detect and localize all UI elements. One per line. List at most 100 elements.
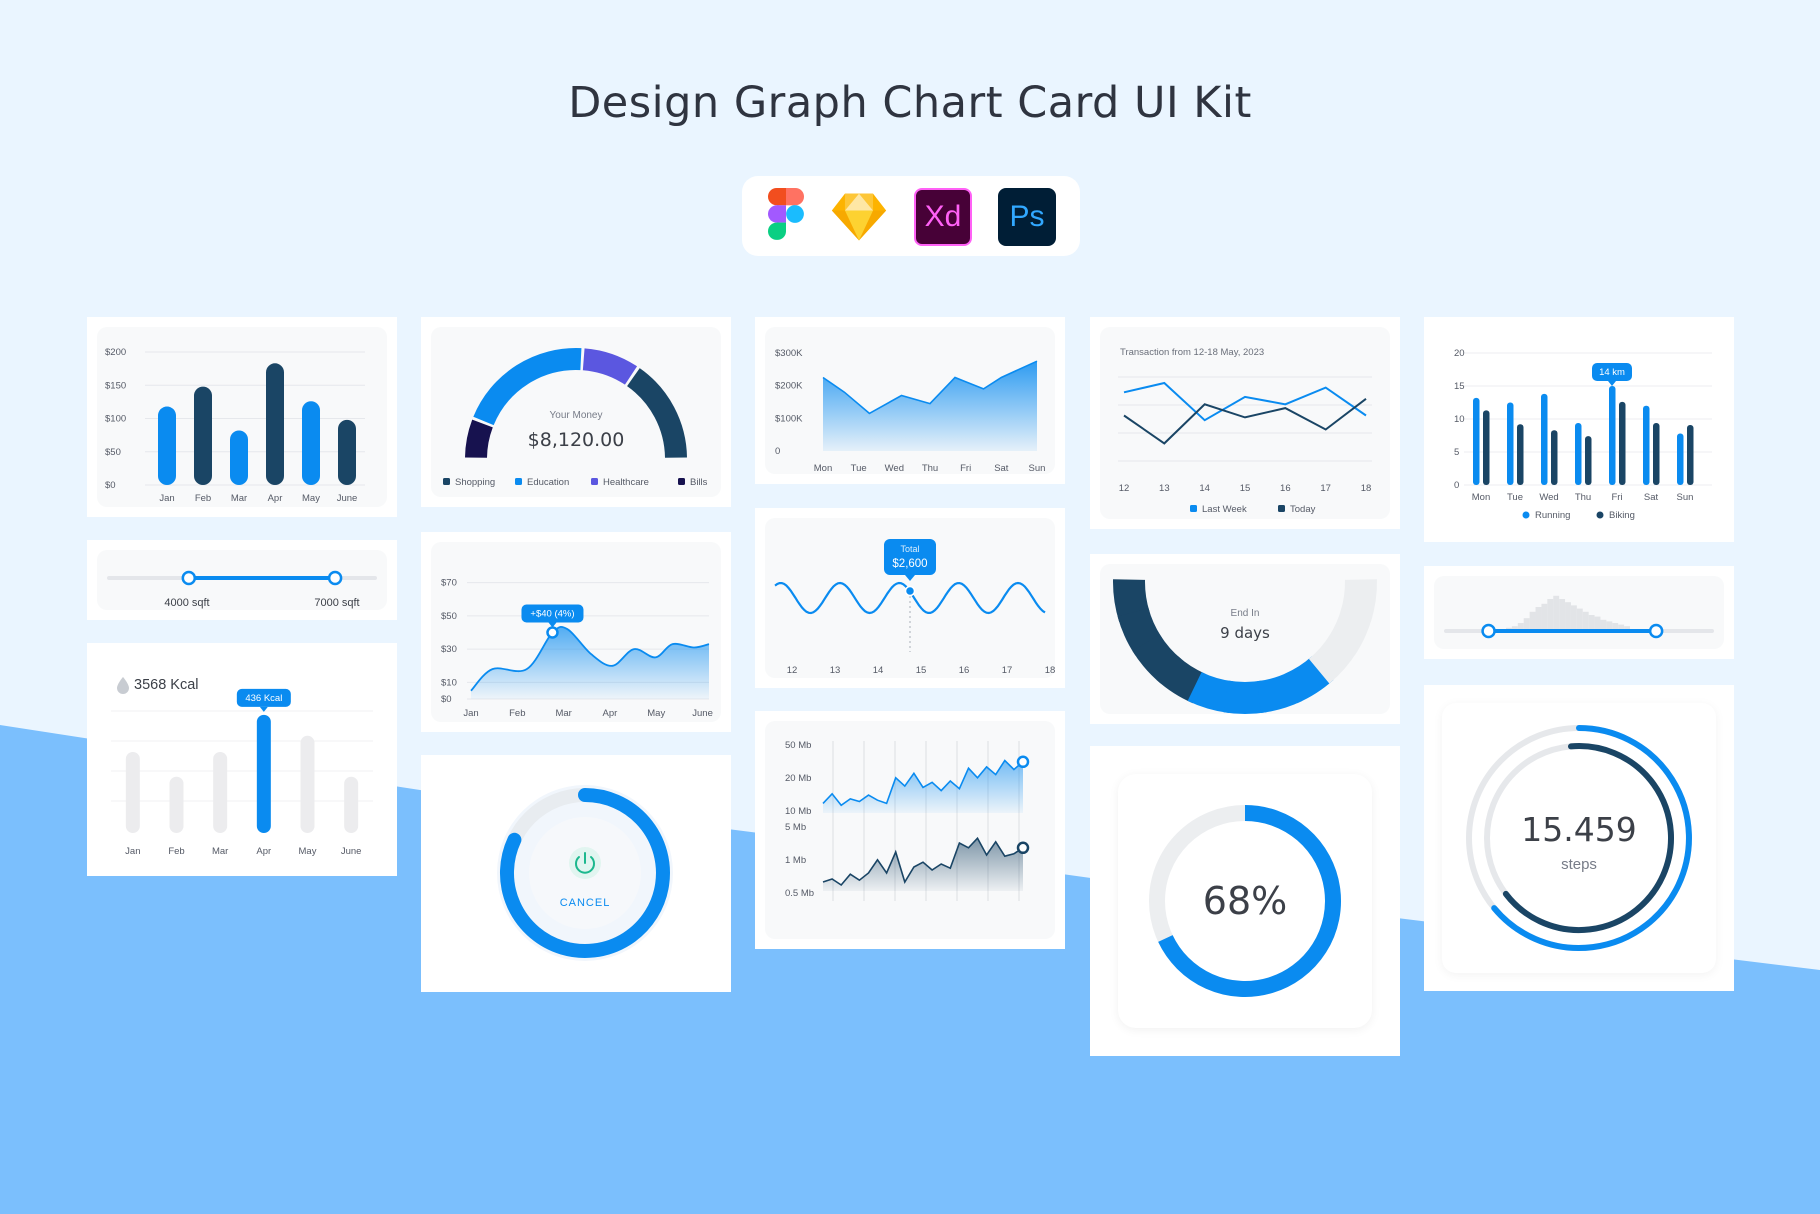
y-tick-label: 10 [1454,414,1465,425]
transactions-line-chart: Transaction from 12-18 May, 2023 12 13 14 1… [1118,347,1372,515]
x-tick-label: Tue [851,463,867,474]
histogram-bar [1588,615,1595,631]
kcal-tooltip: 436 Kcal [245,693,282,704]
legend-swatch [515,478,522,485]
kcal-total: 3568 Kcal [134,677,199,693]
gauge-segment [1187,672,1233,714]
area-line [822,836,1024,887]
steps-card: 15.459 steps [1424,685,1734,991]
y-tick-label: $0 [105,480,116,491]
bar [1653,422,1660,485]
histogram-bar [1576,608,1583,631]
kcal-tooltip-bg [236,688,291,707]
percent-card: 68% [1090,746,1400,1056]
outer-progress-arc [1491,725,1692,951]
legend-label: Education [527,477,569,488]
x-tick-label: Feb [509,708,525,719]
y-tick-label: $200K [775,381,803,392]
money-value: $8,120.00 [528,429,625,451]
x-tick-label: Sat [1644,492,1659,503]
calories-card: 3568 Kcal Jan Feb Mar Apr 436 Kcal May June [87,643,397,876]
y-tick-label: $30 [441,644,457,655]
kcal-tooltip-arrow [259,706,268,712]
money-gauge-card: Your Money $8,120.00 Shopping Education He… [421,317,731,507]
y-tick-label: 10 Mb [785,806,811,817]
tool-icons-bar: Xd Ps [742,176,1080,256]
slider-handle[interactable] [181,570,197,586]
bandwidth-card: 50 Mb 20 Mb 10 Mb 5 Mb 1 Mb 0.5 Mb [755,711,1065,949]
steps-value: 15.459 [1521,810,1636,849]
steps-unit: steps [1561,856,1597,873]
gauge-segment [1223,680,1267,714]
x-tick-label: June [341,846,362,857]
gauge-slice [465,419,493,459]
x-tick-label: Mar [555,708,571,719]
power-icon[interactable] [575,852,595,874]
price-area-chart: $70 $50 $30 $10 $0 +$40 (4%) Jan Feb Mar Apr May Ju… [441,578,713,719]
x-tick-label: May [302,493,320,504]
y-tick-label: $100K [775,413,803,424]
x-tick-label: Fri [1611,492,1622,503]
legend-label: Last Week [1202,504,1247,515]
bar [300,735,315,833]
percent-progress-arc [1158,805,1342,997]
x-tick-label: 16 [959,665,970,676]
bar [1609,386,1616,485]
sqft-range-slider[interactable]: 4000 sqft 7000 sqft [97,550,387,610]
activity-tooltip-bg [1592,363,1632,381]
y-tick-label: $0 [441,694,452,705]
timer-progress-ring: CANCEL [497,785,673,961]
area-fill [471,626,709,699]
y-tick-label: 20 Mb [785,773,811,784]
days-label: End In [1231,608,1260,619]
x-tick-label: 14 [1199,483,1210,494]
y-tick-label: $150 [105,380,126,391]
x-tick-label: Jan [159,493,174,504]
histogram-bar [1517,623,1524,631]
histogram-bar [1523,618,1530,631]
legend-swatch [591,478,598,485]
histogram-bar [1529,611,1536,631]
gauge-slice [626,368,687,459]
bar [266,363,284,485]
gauge-slice [582,348,638,385]
slider-handle[interactable] [327,570,343,586]
drop-icon [117,677,129,694]
end-point [1016,841,1030,855]
bar [213,752,228,833]
histogram-bar [1612,623,1619,631]
x-tick-label: 16 [1280,483,1291,494]
x-tick-label: Jan [463,708,478,719]
cancel-button[interactable]: CANCEL [560,897,611,909]
x-tick-label: May [299,846,317,857]
activity-tooltip: 14 km [1599,367,1625,378]
y-tick-label: $50 [105,447,121,458]
bar [1619,401,1626,485]
y-tick-label: $100 [105,414,126,425]
x-tick-label: 18 [1045,665,1056,676]
legend-label: Today [1290,504,1316,515]
marker-point [904,585,916,597]
x-tick-label: 17 [1002,665,1013,676]
activity-bar-chart: 20 15 10 5 0 Mon Tue Wed Thu Fri Sat Sun 14 km Runnin… [1454,348,1712,521]
series-line [1123,381,1367,422]
histogram-range-slider[interactable] [1434,576,1724,649]
x-tick-label: Thu [922,463,938,474]
percent-progress-ring: 68% [1149,805,1342,997]
peak-point [546,626,559,639]
legend-swatch [1596,511,1604,519]
x-tick-label: Thu [1575,492,1591,503]
x-tick-label: 18 [1361,483,1372,494]
slider-handle[interactable] [1481,623,1496,639]
bar [302,401,320,485]
y-tick-label: 20 [1454,348,1465,359]
x-tick-label: Apr [256,846,271,857]
bar [1575,422,1582,485]
histogram-bar [1600,619,1607,631]
y-tick-label: 0.5 Mb [785,888,814,899]
y-tick-label: $70 [441,578,457,589]
y-tick-label: 1 Mb [785,855,806,866]
y-tick-label: $50 [441,611,457,622]
slider-handle[interactable] [1648,623,1664,639]
x-tick-label: May [647,708,665,719]
